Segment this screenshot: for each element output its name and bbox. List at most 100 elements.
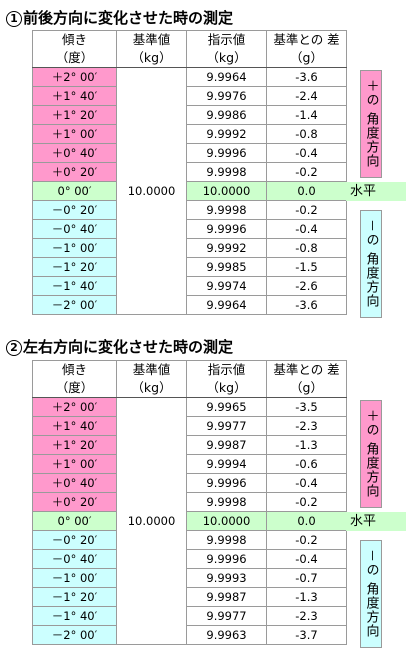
side-label-minus: －の 角度方向	[360, 540, 382, 648]
indicated-value-cell: 9.9996	[186, 219, 267, 239]
difference-cell: -2.3	[266, 606, 347, 626]
indicated-value-cell: 9.9996	[186, 549, 267, 569]
angle-cell: －1° 00′	[32, 568, 117, 588]
difference-cell: -0.2	[266, 200, 347, 220]
difference-cell: -2.3	[266, 416, 347, 436]
table-row: －0° 20′ 9.9998 -0.2	[32, 530, 347, 550]
table-row: －1° 00′ 9.9993 -0.7	[32, 568, 347, 588]
indicated-value-cell: 9.9998	[186, 492, 267, 512]
indicated-value-cell: 9.9996	[186, 473, 267, 493]
table-row: －1° 40′ 9.9974 -2.6	[32, 276, 347, 296]
measurement-table: 傾き 基準値 指示値 基準との 差 （度） （kg） （kg） （g） ＋2° …	[32, 360, 347, 645]
difference-cell: -3.6	[266, 67, 347, 87]
header-tilt: 傾き	[32, 360, 117, 379]
header-base: 基準値	[116, 360, 187, 379]
angle-cell: ＋0° 20′	[32, 492, 117, 512]
indicated-value-cell: 9.9998	[186, 200, 267, 220]
indicated-value-cell: 9.9974	[186, 276, 267, 296]
difference-cell: -0.2	[266, 530, 347, 550]
header-indicated: 指示値	[186, 30, 267, 49]
table-body: ＋2° 00′ 10.0000 9.9964 -3.6 ＋1° 40′ 9.9976 -2.…	[32, 67, 347, 315]
table-row: 0° 00′ 10.0000 0.0	[32, 511, 347, 531]
angle-cell: －1° 00′	[32, 238, 117, 258]
difference-cell: -1.3	[266, 435, 347, 455]
header-diff: 基準との 差	[266, 30, 347, 49]
indicated-value-cell: 9.9985	[186, 257, 267, 277]
difference-cell: -0.4	[266, 219, 347, 239]
header-tilt-unit: （度）	[32, 49, 117, 68]
angle-cell: ＋0° 40′	[32, 143, 117, 163]
angle-cell: ＋1° 20′	[32, 105, 117, 125]
indicated-value-cell: 9.9996	[186, 143, 267, 163]
indicated-value-cell: 9.9965	[186, 397, 267, 417]
difference-cell: -1.4	[266, 105, 347, 125]
angle-cell: 0° 00′	[32, 511, 117, 531]
table-row: －0° 40′ 9.9996 -0.4	[32, 219, 347, 239]
table-row: ＋1° 40′ 9.9977 -2.3	[32, 416, 347, 436]
indicated-value-cell: 9.9998	[186, 530, 267, 550]
header-indicated: 指示値	[186, 360, 267, 379]
difference-cell: -0.8	[266, 238, 347, 258]
difference-cell: -0.7	[266, 568, 347, 588]
difference-cell: 0.0	[266, 511, 347, 531]
table-row: ＋2° 00′ 10.0000 9.9965 -3.5	[32, 397, 347, 645]
header-tilt: 傾き	[32, 30, 117, 49]
header-indicated-unit: （kg）	[186, 49, 267, 68]
section-number: 1	[6, 11, 22, 27]
angle-cell: －2° 00′	[32, 295, 117, 315]
header-indicated-unit: （kg）	[186, 379, 267, 398]
table-row: 0° 00′ 10.0000 0.0	[32, 181, 347, 201]
header-diff-unit: （g）	[266, 49, 347, 68]
indicated-value-cell: 9.9993	[186, 568, 267, 588]
difference-cell: -1.5	[266, 257, 347, 277]
side-label-minus: －の 角度方向	[360, 210, 382, 318]
angle-cell: ＋1° 40′	[32, 86, 117, 106]
angle-cell: －0° 20′	[32, 200, 117, 220]
side-label-level: 水平	[346, 182, 406, 201]
angle-cell: ＋0° 20′	[32, 162, 117, 182]
indicated-value-cell: 9.9977	[186, 416, 267, 436]
indicated-value-cell: 9.9964	[186, 295, 267, 315]
angle-cell: ＋2° 00′	[32, 397, 117, 417]
table-row: ＋1° 20′ 9.9987 -1.3	[32, 435, 347, 455]
header-diff-unit: （g）	[266, 379, 347, 398]
header-tilt-unit: （度）	[32, 379, 117, 398]
indicated-value-cell: 10.0000	[186, 511, 267, 531]
angle-cell: ＋1° 00′	[32, 124, 117, 144]
difference-cell: -0.4	[266, 473, 347, 493]
section-title: 前後方向に変化させた時の測定	[23, 9, 234, 27]
difference-cell: -1.3	[266, 587, 347, 607]
indicated-value-cell: 10.0000	[186, 181, 267, 201]
angle-cell: ＋1° 20′	[32, 435, 117, 455]
table-row: ＋1° 40′ 9.9976 -2.4	[32, 86, 347, 106]
angle-cell: 0° 00′	[32, 181, 117, 201]
indicated-value-cell: 9.9964	[186, 67, 267, 87]
difference-cell: -0.8	[266, 124, 347, 144]
angle-cell: －0° 20′	[32, 530, 117, 550]
angle-cell: －0° 40′	[32, 549, 117, 569]
angle-cell: ＋2° 00′	[32, 67, 117, 87]
difference-cell: -2.6	[266, 276, 347, 296]
indicated-value-cell: 9.9977	[186, 606, 267, 626]
difference-cell: -0.4	[266, 549, 347, 569]
angle-cell: －2° 00′	[32, 625, 117, 645]
table-row: －0° 40′ 9.9996 -0.4	[32, 549, 347, 569]
section-number: 2	[6, 340, 22, 356]
header-diff: 基準との 差	[266, 360, 347, 379]
angle-cell: －1° 20′	[32, 257, 117, 277]
indicated-value-cell: 9.9998	[186, 162, 267, 182]
difference-cell: -0.6	[266, 454, 347, 474]
table-row: ＋1° 00′ 9.9992 -0.8	[32, 124, 347, 144]
angle-cell: －0° 40′	[32, 219, 117, 239]
section-heading: 2 左右方向に変化させた時の測定	[6, 336, 233, 357]
table-row: ＋2° 00′ 10.0000 9.9964 -3.6	[32, 67, 347, 315]
side-label-plus: ＋の 角度方向	[360, 400, 382, 508]
indicated-value-cell: 9.9987	[186, 587, 267, 607]
table-row: －1° 20′ 9.9985 -1.5	[32, 257, 347, 277]
angle-cell: ＋0° 40′	[32, 473, 117, 493]
indicated-value-cell: 9.9992	[186, 124, 267, 144]
header-base-unit: （kg）	[116, 49, 187, 68]
indicated-value-cell: 9.9963	[186, 625, 267, 645]
difference-cell: -3.7	[266, 625, 347, 645]
indicated-value-cell: 9.9987	[186, 435, 267, 455]
